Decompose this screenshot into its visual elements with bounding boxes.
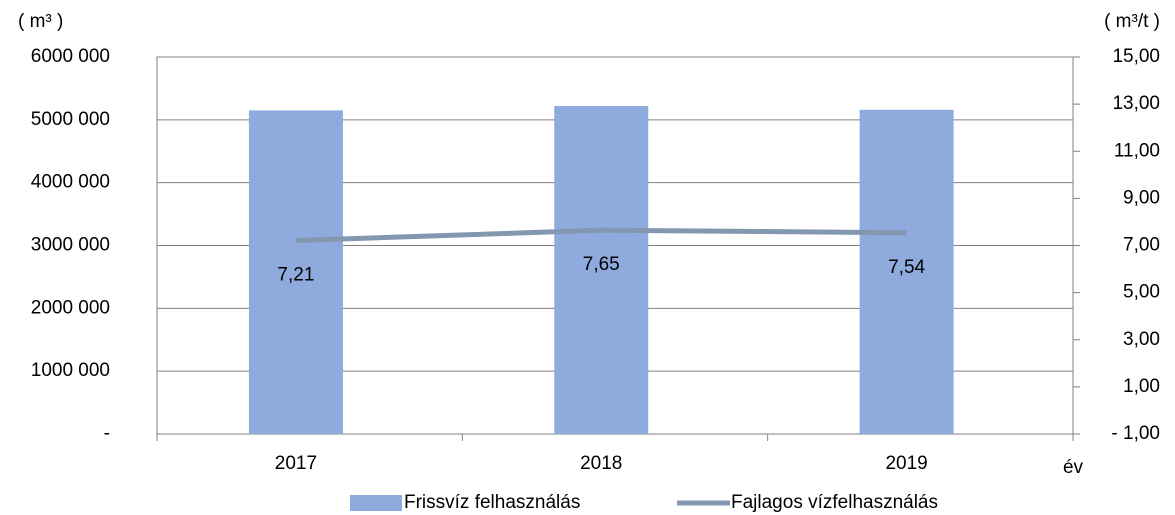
y2-tick-label: 9,00 [1123,187,1160,208]
x-tick-label: 2019 [885,453,927,474]
line [295,227,907,244]
data-label: 7,54 [888,257,925,278]
y2-tick-label: 5,00 [1123,282,1160,303]
y2-tick-label: 7,00 [1123,235,1160,256]
y-tick-label: 2000 000 [31,297,110,318]
y2-tick-label: 3,00 [1123,329,1160,350]
bar [554,106,649,434]
y2-tick-label: 1,00 [1123,376,1160,397]
y-tick-label: 4000 000 [31,172,110,193]
y2-tick-label: 11,00 [1114,140,1160,161]
x-tick-label: 2018 [580,453,622,474]
data-label: 7,21 [277,265,314,286]
data-label: 7,65 [583,254,620,275]
legend-swatch [350,495,402,511]
y-axis-title: ( m³ ) [18,11,63,32]
bar [859,109,954,434]
y-tick-label: 3000 000 [31,235,110,256]
bar [248,110,343,435]
legend-label: Frissvíz felhasználás [404,492,580,513]
y2-axis-title: ( m³/t ) [1104,11,1160,32]
y2-tick-label: - 1,00 [1111,423,1160,444]
x-tick-label: 2017 [275,453,317,474]
x-axis-title: év [1063,457,1084,478]
y2-tick-label: 15,00 [1112,46,1160,67]
y-tick-label: 1000 000 [31,360,110,381]
y-tick-label: - [104,423,110,444]
y-tick-label: 5000 000 [31,109,110,130]
legend-label: Fajlagos vízfelhasználás [731,492,938,513]
y2-tick-label: 13,00 [1112,93,1160,114]
y-tick-label: 6000 000 [31,46,110,67]
